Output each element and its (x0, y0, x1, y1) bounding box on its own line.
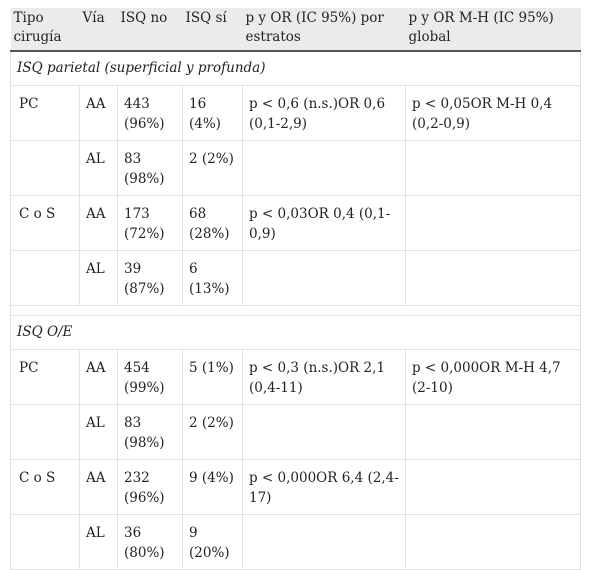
cell-via: AA (79, 195, 118, 251)
section-row-oe: ISQ O/E (10, 315, 581, 350)
cell-via: AL (79, 140, 118, 196)
cell-estratos: p < 0,6 (n.s.)OR 0,6 (0,1-2,9) (242, 85, 406, 141)
cell-via: AA (79, 85, 118, 141)
cell-global (405, 250, 581, 306)
table-row: PC AA 454 (99%) 5 (1%) p < 0,3 (n.s.)OR … (10, 349, 581, 405)
cell-estratos (242, 514, 406, 570)
spacer-cell (10, 305, 581, 316)
header-tipo-cirugia: Tipo cirugía (10, 8, 80, 52)
cell-estratos: p < 0,000OR 6,4 (2,4-17) (242, 459, 406, 515)
table-row: AL 83 (98%) 2 (2%) (10, 140, 581, 196)
cell-estratos (242, 140, 406, 196)
cell-isq-no: 83 (98%) (117, 140, 183, 196)
header-row: Tipo cirugía Vía ISQ no ISQ sí p y OR (I… (10, 8, 581, 52)
cell-estratos (242, 404, 406, 460)
cell-tipo: PC (10, 85, 80, 141)
table-row: C o S AA 173 (72%) 68 (28%) p < 0,03OR 0… (10, 195, 581, 251)
cell-isq-si: 68 (28%) (182, 195, 243, 251)
cell-tipo: PC (10, 349, 80, 405)
cell-isq-si: 2 (2%) (182, 404, 243, 460)
results-table: Tipo cirugía Vía ISQ no ISQ sí p y OR (I… (10, 8, 581, 570)
table-row: AL 83 (98%) 2 (2%) (10, 404, 581, 460)
header-isq-si: ISQ sí (182, 8, 243, 52)
table-row: C o S AA 232 (96%) 9 (4%) p < 0,000OR 6,… (10, 459, 581, 515)
header-via: Vía (79, 8, 118, 52)
cell-tipo: C o S (10, 459, 80, 515)
cell-isq-si: 9 (4%) (182, 459, 243, 515)
cell-isq-no: 443 (96%) (117, 85, 183, 141)
cell-isq-no: 173 (72%) (117, 195, 183, 251)
spacer-row (10, 305, 581, 316)
cell-isq-no: 36 (80%) (117, 514, 183, 570)
cell-estratos: p < 0,03OR 0,4 (0,1-0,9) (242, 195, 406, 251)
cell-isq-si: 2 (2%) (182, 140, 243, 196)
cell-isq-no: 39 (87%) (117, 250, 183, 306)
table-row: AL 39 (87%) 6 (13%) (10, 250, 581, 306)
cell-tipo (10, 140, 80, 196)
table-row: AL 36 (80%) 9 (20%) (10, 514, 581, 570)
header-p-or-global: p y OR M-H (IC 95%) global (405, 8, 581, 52)
cell-via: AL (79, 250, 118, 306)
cell-isq-si: 9 (20%) (182, 514, 243, 570)
cell-global (405, 404, 581, 460)
cell-via: AL (79, 514, 118, 570)
cell-via: AL (79, 404, 118, 460)
cell-global: p < 0,000OR M-H 4,7 (2-10) (405, 349, 581, 405)
header-isq-no: ISQ no (117, 8, 183, 52)
section-title: ISQ parietal (superficial y profunda) (10, 51, 581, 86)
cell-isq-si: 5 (1%) (182, 349, 243, 405)
cell-isq-no: 232 (96%) (117, 459, 183, 515)
header-p-or-estratos: p y OR (IC 95%) por estratos (242, 8, 406, 52)
cell-via: AA (79, 459, 118, 515)
cell-via: AA (79, 349, 118, 405)
cell-global (405, 514, 581, 570)
cell-estratos: p < 0,3 (n.s.)OR 2,1 (0,4-11) (242, 349, 406, 405)
cell-global (405, 140, 581, 196)
cell-global: p < 0,05OR M-H 0,4 (0,2-0,9) (405, 85, 581, 141)
section-title: ISQ O/E (10, 315, 581, 350)
cell-tipo (10, 514, 80, 570)
cell-isq-si: 16 (4%) (182, 85, 243, 141)
results-table-container: Tipo cirugía Vía ISQ no ISQ sí p y OR (I… (10, 8, 581, 570)
cell-isq-no: 454 (99%) (117, 349, 183, 405)
table-row: PC AA 443 (96%) 16 (4%) p < 0,6 (n.s.)OR… (10, 85, 581, 141)
cell-isq-no: 83 (98%) (117, 404, 183, 460)
cell-tipo: C o S (10, 195, 80, 251)
cell-global (405, 195, 581, 251)
cell-tipo (10, 250, 80, 306)
cell-tipo (10, 404, 80, 460)
section-row-parietal: ISQ parietal (superficial y profunda) (10, 51, 581, 86)
cell-isq-si: 6 (13%) (182, 250, 243, 306)
cell-global (405, 459, 581, 515)
cell-estratos (242, 250, 406, 306)
